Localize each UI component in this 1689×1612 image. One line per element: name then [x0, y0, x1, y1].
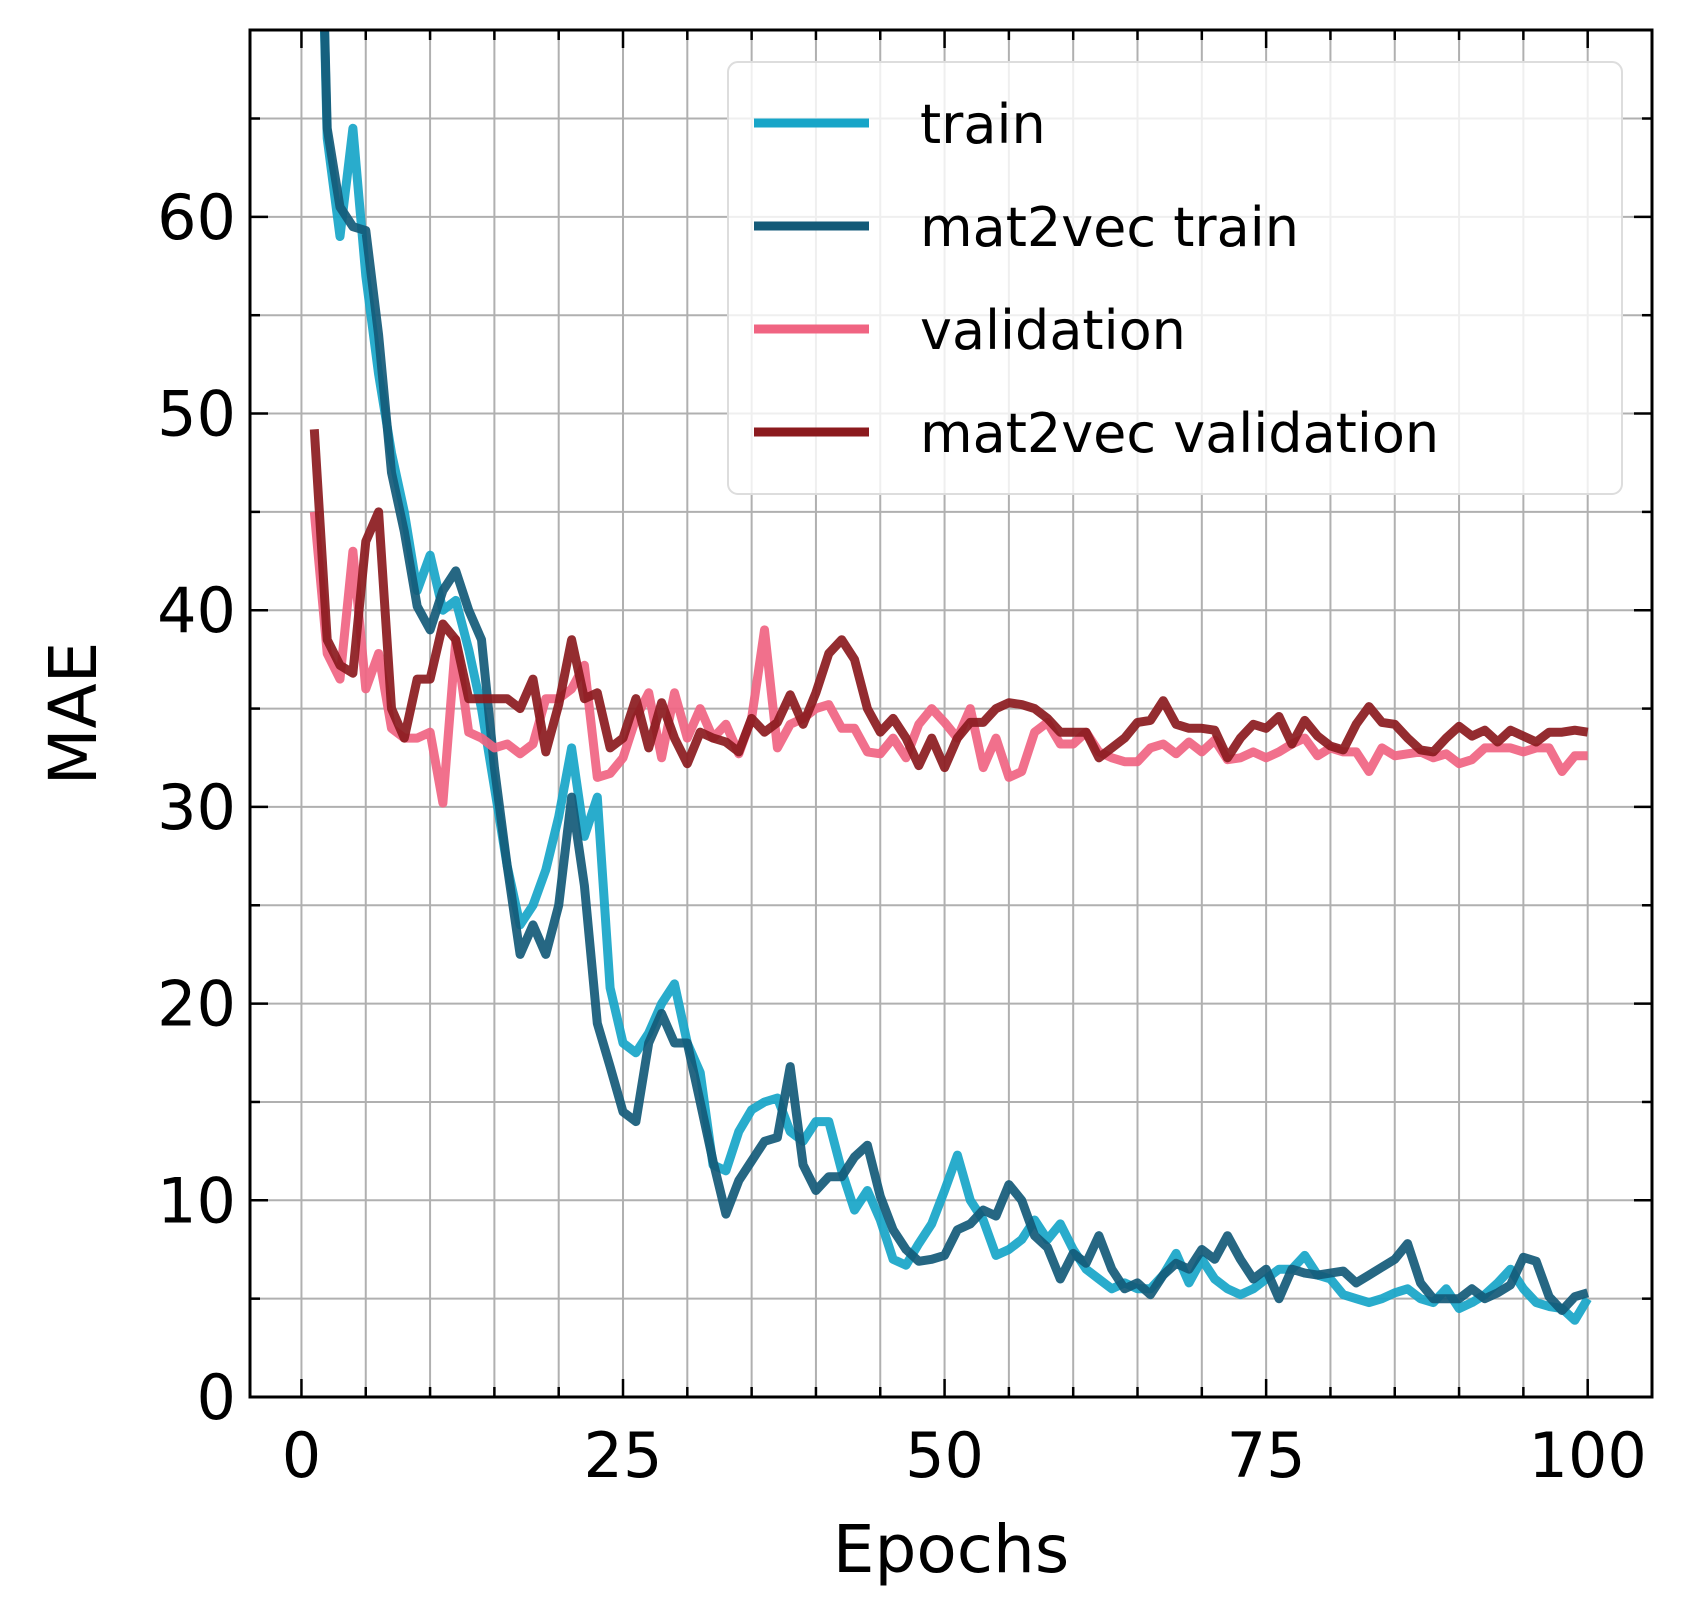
y-tick-label: 20 [157, 968, 236, 1041]
plot-frame [248, 28, 1654, 1399]
tick-labels: 0 25 50 75 100 0 10 20 30 40 50 60 [157, 181, 1647, 1492]
series-line-3 [309, 429, 1589, 773]
x-tick-label: 25 [584, 1419, 663, 1492]
y-axis-label: MAE [35, 642, 112, 786]
legend-label: validation [920, 299, 1186, 362]
y-tick-label: 10 [157, 1164, 236, 1237]
legend-box [727, 61, 1623, 495]
x-axis-label: Epochs [833, 1511, 1069, 1588]
y-tick-label: 0 [197, 1361, 236, 1434]
y-tick-label: 30 [157, 771, 236, 844]
series-line-0 [319, 30, 1592, 1325]
series-layer [309, 30, 1592, 1325]
x-tick-label: 75 [1227, 1419, 1306, 1492]
y-tick-label: 60 [157, 181, 236, 254]
legend-label: mat2vec train [920, 196, 1299, 259]
legend-label: train [920, 93, 1046, 156]
legend: train mat2vec train validation mat2vec vali… [727, 61, 1623, 495]
x-tick-label: 0 [282, 1419, 321, 1492]
y-tick-label: 40 [157, 574, 236, 647]
legend-label: mat2vec validation [920, 402, 1439, 465]
x-tick-label: 100 [1529, 1419, 1647, 1492]
series-line-2 [309, 511, 1588, 808]
series-line-1 [320, 30, 1590, 1315]
y-tick-label: 50 [157, 378, 236, 451]
x-tick-label: 50 [905, 1419, 984, 1492]
